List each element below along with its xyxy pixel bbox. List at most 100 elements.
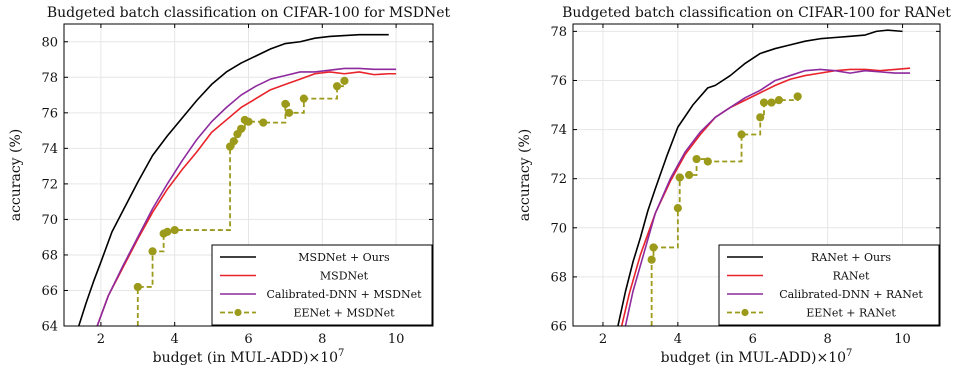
point-eenet-ranet-4 xyxy=(684,170,694,180)
y-tick-label: 66 xyxy=(550,320,567,335)
legend-label: EENet + MSDNet xyxy=(294,307,396,320)
point-eenet-msdnet-10 xyxy=(244,117,253,126)
y-tick-label: 72 xyxy=(550,172,567,187)
x-tick-label: 8 xyxy=(318,332,326,347)
point-eenet-ranet-9 xyxy=(759,98,769,107)
x-tick-label: 6 xyxy=(749,332,757,347)
y-tick-label: 78 xyxy=(41,71,58,86)
y-tick-label: 74 xyxy=(41,142,58,157)
legend-item-eenet-ranet: EENet + RANet xyxy=(727,307,896,320)
point-eenet-msdnet-4 xyxy=(170,225,179,235)
legend-label: MSDNet xyxy=(320,270,369,283)
point-eenet-msdnet-0 xyxy=(133,282,142,292)
series-line-msdnet-ours xyxy=(77,33,389,326)
y-tick-label: 74 xyxy=(550,123,567,138)
legend: MSDNet + Ours MSDNet Calibrated-DNN + MSDN… xyxy=(211,244,433,326)
legend-label: Calibrated-DNN + MSDNet xyxy=(266,288,422,301)
x-axis-label-text: budget (in MUL-ADD)×10 xyxy=(153,350,338,366)
legend-item-ranet: RANet xyxy=(727,270,870,283)
point-eenet-msdnet-1 xyxy=(148,247,157,256)
x-tick-label: 6 xyxy=(244,332,252,347)
y-tick-label: 68 xyxy=(550,270,567,285)
x-tick-label: 8 xyxy=(824,332,832,347)
x-axis-label: budget (in MUL-ADD)×107 xyxy=(153,348,345,366)
y-tick-label: 76 xyxy=(550,74,567,89)
legend-item-eenet-msdnet: EENet + MSDNet xyxy=(220,307,395,320)
series-msdnet xyxy=(96,71,397,326)
x-tick-label: 10 xyxy=(894,332,911,347)
y-axis-label: accuracy (%) xyxy=(517,129,533,222)
series-eenet-ranet xyxy=(647,92,802,326)
legend-item-msdnet: MSDNet xyxy=(220,270,369,283)
legend-label: MSDNet + Ours xyxy=(298,251,390,264)
legend-item-msdnet-ours: MSDNet + Ours xyxy=(220,251,390,264)
point-eenet-ranet-6 xyxy=(703,157,712,166)
y-tick-label: 70 xyxy=(41,213,58,228)
point-eenet-ranet-12 xyxy=(793,92,802,101)
y-tick-label: 80 xyxy=(41,35,58,50)
x-axis-label-exponent: 7 xyxy=(338,348,344,359)
legend-item-calibrated-dnn-msdnet: Calibrated-DNN + MSDNet xyxy=(220,288,422,301)
y-axis-label: accuracy (%) xyxy=(8,129,24,222)
series-line-calibrated-dnn-msdnet xyxy=(96,67,397,326)
series-eenet-msdnet xyxy=(133,76,349,326)
plot-frame xyxy=(572,23,941,327)
x-axis-label-text: budget (in MUL-ADD)×10 xyxy=(661,350,846,366)
plot-area xyxy=(77,33,397,326)
x-tick-label: 2 xyxy=(97,332,105,347)
y-tick-label: 68 xyxy=(41,248,58,263)
point-eenet-msdnet-16 xyxy=(340,76,349,85)
legend-marker xyxy=(234,308,242,317)
point-eenet-msdnet-15 xyxy=(332,82,342,91)
series-ranet-ours xyxy=(617,29,903,326)
y-tick-label: 70 xyxy=(550,221,567,236)
y-tick-label: 64 xyxy=(41,320,58,335)
point-eenet-msdnet-6 xyxy=(229,137,238,146)
point-eenet-ranet-2 xyxy=(673,204,682,213)
legend-label: EENet + RANet xyxy=(806,307,896,320)
legend-label: RANet + Ours xyxy=(811,251,891,264)
point-eenet-msdnet-13 xyxy=(284,108,294,117)
point-eenet-ranet-1 xyxy=(649,243,658,252)
legend-item-calibrated-dnn-ranet: Calibrated-DNN + RANet xyxy=(727,288,923,301)
x-axis-label: budget (in MUL-ADD)×107 xyxy=(661,348,853,366)
series-line-calibrated-dnn-ranet xyxy=(624,68,911,326)
point-eenet-ranet-10 xyxy=(767,98,776,107)
x-axis-label-exponent: 7 xyxy=(846,348,852,359)
point-eenet-ranet-11 xyxy=(774,96,784,105)
y-tick-label: 72 xyxy=(41,177,58,192)
point-eenet-ranet-7 xyxy=(737,130,746,139)
legend: RANet + Ours RANet Calibrated-DNN + RANet E… xyxy=(718,244,940,326)
y-tick-label: 78 xyxy=(550,25,567,40)
x-tick-label: 2 xyxy=(599,332,607,347)
point-eenet-msdnet-8 xyxy=(237,124,246,133)
x-tick-label: 4 xyxy=(171,332,179,347)
point-eenet-msdnet-12 xyxy=(281,99,290,109)
x-tick-label: 4 xyxy=(674,332,682,347)
plot-area xyxy=(617,29,911,326)
y-tick-label: 76 xyxy=(41,106,58,121)
chart-title: Budgeted batch classification on CIFAR-1… xyxy=(562,5,951,21)
point-eenet-msdnet-11 xyxy=(259,118,268,127)
y-tick-label: 66 xyxy=(41,284,58,299)
legend-label: Calibrated-DNN + RANet xyxy=(779,288,923,301)
series-calibrated-dnn-msdnet xyxy=(96,67,397,326)
point-eenet-ranet-8 xyxy=(756,113,765,122)
series-line-ranet-ours xyxy=(617,29,903,326)
series-msdnet-ours xyxy=(77,33,389,326)
x-tick-label: 10 xyxy=(388,332,405,347)
series-line-msdnet xyxy=(96,71,397,326)
chart-title: Budgeted batch classification on CIFAR-1… xyxy=(47,5,451,21)
series-calibrated-dnn-ranet xyxy=(624,68,911,326)
point-eenet-ranet-5 xyxy=(692,154,701,164)
legend-marker xyxy=(741,308,749,317)
legend-label: RANet xyxy=(833,270,870,283)
point-eenet-msdnet-14 xyxy=(299,94,308,103)
legend-item-ranet-ours: RANet + Ours xyxy=(727,251,891,264)
point-eenet-ranet-3 xyxy=(675,173,684,182)
point-eenet-msdnet-3 xyxy=(163,227,172,236)
point-eenet-ranet-0 xyxy=(647,255,656,264)
